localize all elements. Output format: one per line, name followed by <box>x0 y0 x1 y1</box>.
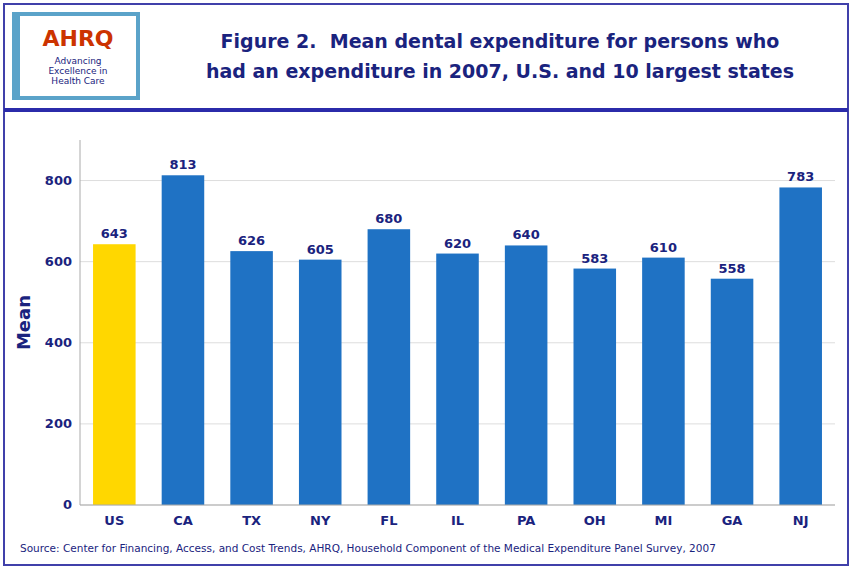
data-label: 558 <box>718 261 745 276</box>
text-line: Advancing <box>54 56 101 66</box>
x-axis-line <box>80 505 835 506</box>
data-label: 643 <box>101 226 128 241</box>
data-label: 626 <box>238 233 265 248</box>
bar <box>711 279 754 505</box>
bar <box>505 245 548 505</box>
data-label: 583 <box>581 251 608 266</box>
data-label: 680 <box>375 211 402 226</box>
bar <box>573 269 616 505</box>
y-tick-label: 200 <box>45 416 72 431</box>
y-tick-label: 600 <box>45 254 72 269</box>
data-label: 610 <box>650 240 677 255</box>
chart-container: AHRQ AdvancingExcellence inHealth Care Fig… <box>0 0 852 569</box>
logo-box <box>12 12 140 100</box>
x-tick-label: NY <box>310 513 331 528</box>
logo-title: AHRQ <box>42 26 113 51</box>
x-tick-label: US <box>104 513 124 528</box>
grid-line <box>80 505 835 506</box>
data-label: 783 <box>787 169 814 184</box>
bar <box>436 254 479 505</box>
x-tick-label: FL <box>380 513 397 528</box>
data-label: 620 <box>444 236 471 251</box>
y-axis-line <box>80 140 81 505</box>
bars <box>93 175 822 505</box>
y-axis-label: Mean <box>13 295 34 350</box>
x-tick-label: OH <box>584 513 606 528</box>
x-tick-label: IL <box>451 513 464 528</box>
bar <box>779 187 822 505</box>
x-tick-label: GA <box>722 513 743 528</box>
source-note: Source: Center for Financing, Access, an… <box>20 542 716 554</box>
x-tick-label: MI <box>655 513 673 528</box>
bar <box>162 175 205 505</box>
data-label: 605 <box>307 242 334 257</box>
x-tick-label: NJ <box>793 513 809 528</box>
logo-inner <box>20 16 136 96</box>
header-rule <box>4 108 848 112</box>
x-tick-label: PA <box>517 513 535 528</box>
bar <box>93 244 136 505</box>
title: Figure 2. Mean dental expenditure for pe… <box>206 30 794 82</box>
y-tick-label: 400 <box>45 335 72 350</box>
bar <box>230 251 273 505</box>
text-line: Figure 2. Mean dental expenditure for pe… <box>221 30 780 52</box>
x-tick-label: CA <box>173 513 193 528</box>
bar <box>368 229 411 505</box>
y-tick-label: 0 <box>63 497 72 512</box>
y-tick-label: 800 <box>45 173 72 188</box>
text-line: Health Care <box>51 76 105 86</box>
text-line: had an expenditure in 2007, U.S. and 10 … <box>206 60 794 82</box>
text-line: Excellence in <box>48 66 107 76</box>
logo-tagline: AdvancingExcellence inHealth Care <box>48 56 107 86</box>
bar <box>299 260 342 505</box>
x-tick-label: TX <box>242 513 261 528</box>
bar <box>642 258 685 505</box>
background <box>0 0 852 569</box>
data-label: 640 <box>513 227 540 242</box>
data-label: 813 <box>169 157 196 172</box>
outer-border <box>4 4 848 565</box>
chart-svg: AHRQ AdvancingExcellence inHealth Care Fig… <box>0 0 852 569</box>
